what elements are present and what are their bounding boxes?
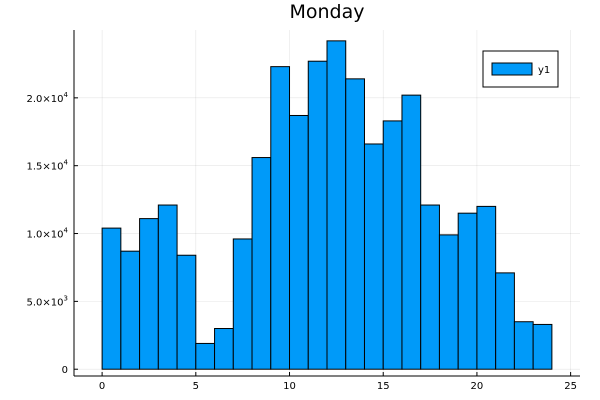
x-tick-label-2: 10 [283, 381, 296, 392]
x-tick-label-4: 20 [471, 381, 484, 392]
bar-15 [382, 120, 403, 370]
bar-0 [101, 227, 122, 370]
bar-23 [532, 323, 553, 370]
legend-swatch-y1 [491, 62, 533, 76]
y-tick-label-3: 1.5×104 [27, 159, 69, 173]
bars-group [101, 40, 553, 370]
bar-8 [251, 157, 272, 370]
y-tick-label-0: 0 [62, 365, 68, 376]
bar-11 [307, 60, 328, 370]
x-tick-label-0: 0 [99, 381, 105, 392]
bar-4 [176, 254, 197, 370]
bar-5 [195, 342, 216, 370]
bar-10 [289, 114, 309, 370]
y-tick-label-4: 2.0×104 [27, 91, 69, 105]
x-tick-label-3: 15 [377, 381, 390, 392]
bar-22 [513, 321, 534, 370]
chart-title: Monday [289, 1, 364, 23]
bar-6 [214, 328, 234, 370]
legend-label-y1: y1 [538, 65, 550, 76]
y-tick-label-2: 1.0×104 [27, 227, 69, 241]
bar-9 [270, 66, 291, 370]
axes [73, 30, 580, 377]
bar-3 [157, 204, 178, 370]
x-tick-label-5: 25 [564, 381, 577, 392]
x-tick-label-1: 5 [193, 381, 199, 392]
y-axis-ticks: 0 5.0×103 1.0×104 1.5×104 2.0×104 [27, 91, 78, 376]
bar-21 [495, 272, 515, 370]
x-axis-ticks: 0 5 10 15 20 25 [99, 372, 577, 392]
bar-20 [476, 205, 497, 370]
bar-17 [420, 204, 440, 370]
bar-7 [232, 238, 253, 370]
bar-16 [401, 94, 422, 370]
bar-19 [457, 212, 478, 370]
bar-14 [363, 143, 384, 370]
bar-2 [139, 218, 159, 370]
y-tick-label-1: 5.0×103 [27, 294, 68, 308]
bar-12 [326, 40, 347, 370]
bar-13 [345, 78, 365, 370]
bar-1 [120, 250, 141, 370]
legend: y1 [482, 50, 559, 88]
bar-18 [438, 234, 459, 370]
